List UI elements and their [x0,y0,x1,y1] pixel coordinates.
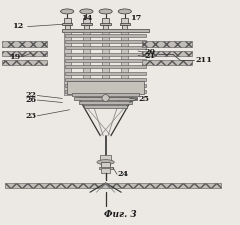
Bar [121,19,128,25]
Bar [72,93,139,97]
Bar [81,24,92,26]
Text: 21: 21 [144,52,155,60]
Bar [2,60,47,66]
Bar [142,42,192,48]
Bar [79,101,132,104]
Bar [83,19,90,25]
Text: 20: 20 [144,48,155,56]
Ellipse shape [60,10,74,15]
Text: 17: 17 [131,14,142,22]
Text: 26: 26 [25,95,36,103]
Bar [64,33,71,96]
Bar [121,33,128,96]
Bar [62,30,149,33]
Bar [120,24,130,26]
Bar [84,25,89,32]
Bar [84,106,127,108]
Ellipse shape [99,10,112,15]
Bar [64,19,71,25]
Bar [62,24,72,26]
Bar [99,167,113,170]
Bar [100,155,111,162]
Text: 24: 24 [118,169,129,178]
Ellipse shape [97,160,114,165]
Bar [5,183,221,188]
Bar [65,91,146,94]
Bar [65,34,146,37]
Bar [83,33,90,96]
Text: Фиг. 3: Фиг. 3 [104,209,136,218]
Bar [65,72,146,75]
Bar [67,81,144,95]
Text: 211: 211 [196,56,213,64]
Bar [122,25,127,32]
Bar [65,85,146,88]
Bar [100,24,111,26]
Text: 25: 25 [138,94,149,102]
Bar [102,33,109,96]
Bar [101,168,110,174]
Bar [102,19,109,25]
Bar [2,42,47,48]
Text: 22: 22 [25,91,36,99]
Bar [142,60,192,66]
Ellipse shape [80,10,93,15]
Bar [65,41,146,44]
Bar [142,51,192,57]
Ellipse shape [118,10,132,15]
Bar [65,53,146,56]
Text: 19: 19 [10,52,21,61]
Bar [65,25,70,32]
Text: 12: 12 [13,22,24,30]
Text: 23: 23 [25,111,36,119]
Bar [103,25,108,32]
Bar [2,51,47,57]
Text: 14: 14 [82,14,93,22]
Bar [65,66,146,69]
Bar [65,47,146,50]
Bar [74,97,137,100]
Bar [101,162,110,168]
Bar [65,79,146,81]
Ellipse shape [102,95,109,102]
Bar [79,97,132,100]
Bar [65,60,146,63]
